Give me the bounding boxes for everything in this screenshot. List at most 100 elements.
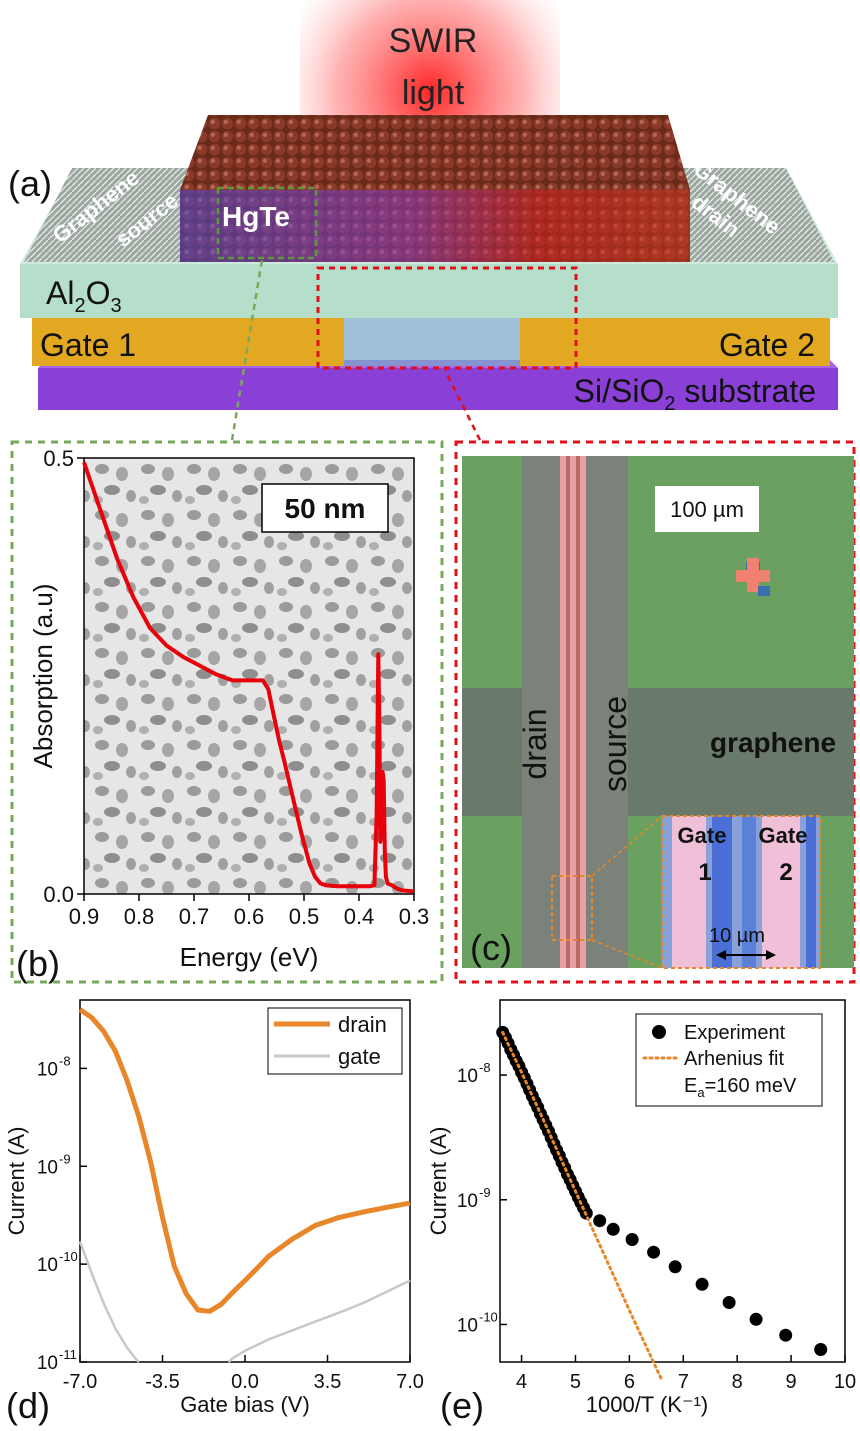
- drain-current-line: [78, 1007, 411, 1314]
- panel-d-legend: [267, 1007, 403, 1075]
- panel-e-axes: [499, 999, 846, 1363]
- swir-label-2: light: [402, 74, 465, 112]
- panel-b-ylabel: Absorption (a.u): [28, 584, 58, 769]
- substrate-label: Si/SiO2 substrate: [574, 373, 816, 415]
- experiment-point: [779, 1328, 793, 1342]
- experiment-point: [814, 1343, 828, 1356]
- panel-d-ytick-label: 10: [37, 1353, 58, 1374]
- panel-e-xtick-label: 8: [732, 1371, 743, 1393]
- panel-d-xtick-label: 7.0: [396, 1371, 424, 1393]
- inset-gate2-text-2: 2: [779, 859, 792, 886]
- panel-d-xtick-label: -7.0: [63, 1371, 97, 1393]
- gate-gap: [344, 318, 520, 366]
- drain-label: drain: [517, 708, 553, 779]
- panel-d-xtick-label: 3.5: [314, 1371, 342, 1393]
- arrhenius-fit-line: [501, 1030, 664, 1382]
- panel-b-label: (b): [16, 943, 60, 984]
- graphene-source-contact: [24, 168, 205, 262]
- panel-b-ytick-label: 0.0: [43, 882, 74, 907]
- panel-d-ytick-label: 10: [37, 1255, 58, 1276]
- channel-zoom-box: [316, 266, 578, 370]
- graphene-drain-contact: [665, 168, 834, 262]
- panel-d-ytick-exp: -11: [59, 1347, 77, 1362]
- micrograph-scale-label: 100 µm: [670, 497, 744, 522]
- legend-drain-label: drain: [338, 1012, 387, 1037]
- panel-d-ytick-exp: -10: [59, 1249, 78, 1264]
- experiment-point: [593, 1214, 607, 1228]
- gate-current-line-right: [227, 1279, 411, 1363]
- tem-scale-box: [261, 483, 389, 533]
- panel-b-xtick-label: 0.3: [399, 904, 430, 929]
- panel-e-label: (e): [440, 1385, 484, 1426]
- gate2-block: [520, 318, 830, 366]
- panel-b-xtick-label: 0.7: [179, 904, 210, 929]
- panel-e-legend: [635, 1013, 823, 1107]
- panel-b-ticks: 0.9 0.8 0.7 0.6 0.5 0.4 0.3 0.0 0.5: [43, 446, 429, 929]
- oxide-label: Al2O3: [46, 275, 122, 317]
- inset-scale-label: 10 µm: [709, 925, 765, 947]
- panel-c: 100 µm drain source graphene Gate 1 Gate…: [454, 440, 856, 984]
- gate2-label: Gate 2: [719, 327, 815, 363]
- panel-b-xtick-label: 0.4: [344, 904, 375, 929]
- panel-d-ytick-exp: -8: [59, 1053, 71, 1068]
- experiment-point: [695, 1277, 709, 1291]
- inset-gate2-text-1: Gate: [759, 823, 808, 848]
- panel-b: 50 nm 0.9 0.8 0.7 0.6 0.5 0.4 0.3 0.0 0.5 Absorp…: [10, 440, 444, 984]
- inset-gate1-text-1: Gate: [678, 823, 727, 848]
- panel-e-xlabel: 1000/T (K⁻¹): [586, 1392, 708, 1417]
- panel-b-xtick-label: 0.5: [289, 904, 320, 929]
- gate1-label: Gate 1: [40, 327, 136, 363]
- hgte-top: [180, 115, 690, 190]
- absorption-curve: [82, 461, 415, 894]
- gate1-block: [32, 318, 344, 366]
- experiment-point: [625, 1233, 639, 1246]
- inset-image: [661, 815, 821, 969]
- panel-e-xtick-label: 4: [516, 1371, 527, 1393]
- panel-d-label: (d): [6, 1385, 50, 1426]
- source-label: source: [597, 696, 633, 792]
- panel-d-xlabel: Gate bias (V): [180, 1392, 310, 1417]
- alignment-cross: [736, 558, 770, 596]
- panel-e-xtick-label: 5: [570, 1371, 581, 1393]
- hgte-label: HgTe: [222, 201, 290, 232]
- panel-e-ytick-exp: -10: [479, 1309, 498, 1324]
- inset-source-box: [551, 875, 593, 941]
- oxide-layer: [20, 264, 838, 318]
- graphene-label: graphene: [710, 727, 836, 758]
- tem-scale-label: 50 nm: [285, 493, 366, 524]
- panel-b-frame: [10, 440, 444, 984]
- panel-d-xtick-label: -3.5: [145, 1371, 179, 1393]
- substrate-layer: [38, 368, 838, 410]
- panel-e-ytick-label: 10: [457, 1191, 478, 1212]
- experiment-point: [749, 1312, 763, 1326]
- panel-e-ytick-label: 10: [457, 1315, 478, 1336]
- panel-e-ylabel: Current (A): [426, 1127, 451, 1236]
- legend-fit-label: Arhenius fit: [684, 1048, 784, 1070]
- panel-d-ytick-label: 10: [37, 1157, 58, 1178]
- panel-d-ytick-exp: -9: [59, 1151, 71, 1166]
- panel-e-xtick-label: 6: [624, 1371, 635, 1393]
- micrograph-scale-box: [655, 486, 759, 532]
- gate-stripes: [560, 456, 586, 968]
- gate-current-line-left: [78, 1241, 140, 1363]
- panel-b-xtick-label: 0.9: [69, 904, 100, 929]
- experiment-point: [606, 1222, 620, 1236]
- panel-b-xlabel: Energy (eV): [180, 942, 319, 972]
- panel-e-xtick-label: 10: [834, 1371, 856, 1393]
- experiment-point: [722, 1296, 736, 1309]
- panel-d-ylabel: Current (A): [4, 1127, 29, 1236]
- legend-fit-energy: Ea=160 meV: [684, 1075, 797, 1100]
- hgte-zoom-box: [216, 186, 318, 260]
- panel-b-xtick-label: 0.6: [234, 904, 265, 929]
- panel-b-ytick-label: 0.5: [43, 446, 74, 471]
- legend-gate-label: gate: [338, 1044, 381, 1069]
- panel-e-ytick-exp: -9: [479, 1185, 491, 1200]
- swir-label-1: SWIR: [389, 22, 478, 60]
- legend-experiment-swatch: [652, 1025, 666, 1039]
- inset-gate1-text-2: 1: [698, 859, 711, 886]
- panel-b-xtick-label: 0.8: [124, 904, 155, 929]
